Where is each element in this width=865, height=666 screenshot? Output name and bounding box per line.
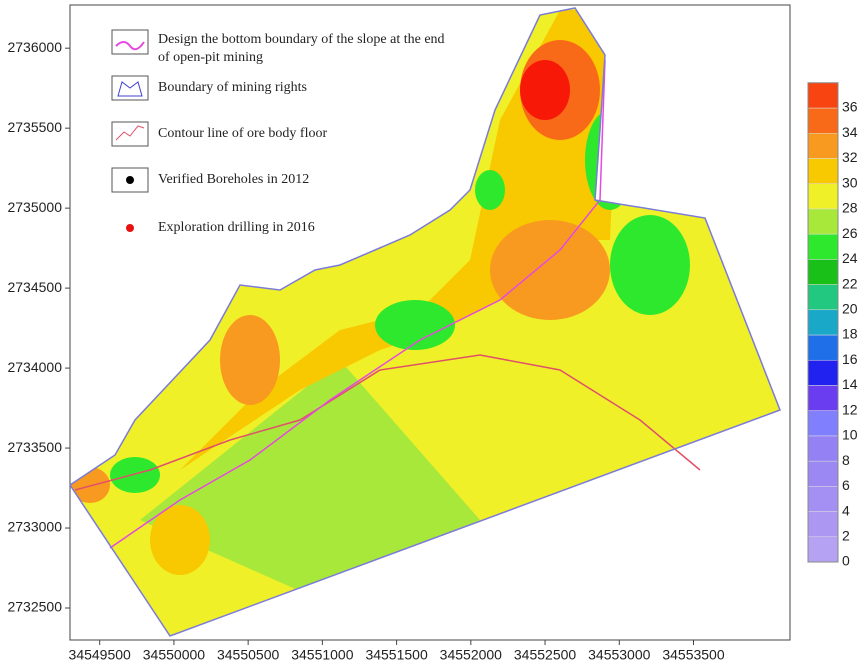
colorbar-segment bbox=[807, 511, 839, 538]
x-tick-label: 34551500 bbox=[365, 647, 428, 663]
y-tick-label: 2735000 bbox=[7, 199, 62, 215]
colorbar-segment bbox=[807, 309, 839, 336]
colorbar-segment bbox=[807, 233, 839, 260]
colorbar-segment bbox=[807, 183, 839, 210]
colorbar-label: 8 bbox=[842, 452, 850, 468]
x-tick-label: 34550000 bbox=[143, 647, 206, 663]
colorbar-frame bbox=[807, 82, 839, 563]
y-tick-label: 2736000 bbox=[7, 39, 62, 55]
colorbar-segment bbox=[807, 158, 839, 184]
colorbar-label: 0 bbox=[842, 553, 850, 569]
colorbar-segment bbox=[807, 410, 839, 437]
colorbar-segment bbox=[807, 385, 839, 411]
colorbar-segment bbox=[807, 334, 839, 361]
y-tick-label: 2733500 bbox=[7, 439, 62, 455]
colorbar-segment bbox=[807, 107, 839, 134]
legend bbox=[111, 29, 149, 232]
colorbar-label: 34 bbox=[842, 124, 858, 140]
legend-label: Design the bottom boundary of the slope … bbox=[158, 32, 445, 65]
y-tick-label: 2734500 bbox=[7, 279, 62, 295]
colorbar-label: 26 bbox=[842, 225, 858, 241]
colorbar-label: 14 bbox=[842, 376, 858, 392]
plot-frame bbox=[69, 4, 791, 641]
y-tick-label: 2732500 bbox=[7, 599, 62, 615]
colorbar-label: 4 bbox=[842, 502, 850, 518]
colorbar-label: 22 bbox=[842, 275, 858, 291]
y-tick-label: 2735500 bbox=[7, 119, 62, 135]
colorbar-label: 28 bbox=[842, 200, 858, 216]
mining-rights-boundary bbox=[68, 7, 781, 637]
y-tick-label: 2734000 bbox=[7, 359, 62, 375]
x-tick-label: 34549500 bbox=[69, 647, 132, 663]
colorbar-label: 16 bbox=[842, 351, 858, 367]
colorbar-label: 30 bbox=[842, 174, 858, 190]
x-tick-label: 34553000 bbox=[588, 647, 651, 663]
x-tick-label: 34553500 bbox=[662, 647, 725, 663]
colorbar-segment bbox=[807, 259, 839, 285]
colorbar-label: 32 bbox=[842, 149, 858, 165]
colorbar-segment bbox=[807, 359, 839, 386]
legend-label: Contour line of ore body floor bbox=[158, 126, 327, 141]
colorbar-segment bbox=[807, 208, 839, 235]
legend-label: Boundary of mining rights bbox=[158, 80, 307, 95]
colorbar-label: 20 bbox=[842, 300, 858, 316]
ore-floor-contour bbox=[74, 354, 701, 491]
legend-label: Exploration drilling in 2016 bbox=[158, 220, 315, 235]
x-tick-label: 34550500 bbox=[217, 647, 280, 663]
contour-fill bbox=[70, 8, 780, 636]
colorbar-segment bbox=[807, 486, 839, 512]
colorbar-segment bbox=[807, 435, 839, 462]
colorbar-segment bbox=[807, 284, 839, 311]
colorbar-segment bbox=[807, 536, 839, 563]
slope-boundary bbox=[109, 59, 606, 549]
colorbar-label: 12 bbox=[842, 401, 858, 417]
colorbar-label: 2 bbox=[842, 527, 850, 543]
colorbar-segment bbox=[807, 132, 839, 159]
colorbar-label: 24 bbox=[842, 250, 858, 266]
x-tick-label: 34552000 bbox=[440, 647, 503, 663]
colorbar-segment bbox=[807, 460, 839, 487]
colorbar-segment bbox=[807, 82, 839, 109]
y-tick-label: 2733000 bbox=[7, 519, 62, 535]
x-tick-label: 34552500 bbox=[514, 647, 577, 663]
x-tick-label: 34551000 bbox=[291, 647, 354, 663]
colorbar-label: 36 bbox=[842, 99, 858, 115]
legend-label: Verified Boreholes in 2012 bbox=[158, 172, 309, 187]
colorbar-label: 6 bbox=[842, 477, 850, 493]
colorbar-label: 18 bbox=[842, 326, 858, 342]
colorbar-label: 10 bbox=[842, 427, 858, 443]
